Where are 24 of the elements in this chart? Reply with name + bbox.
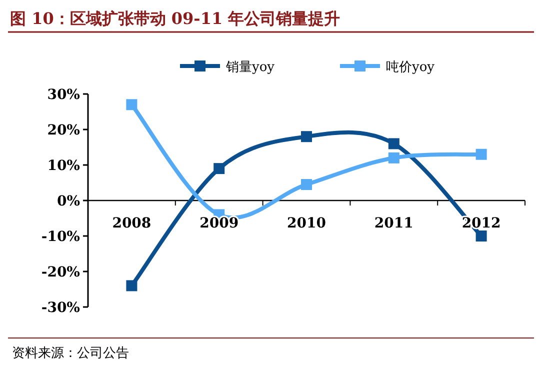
y-tick-label: 20%	[47, 122, 80, 138]
y-tick-label: 10%	[47, 158, 80, 174]
point	[126, 280, 138, 292]
x-tick-label: 2011	[374, 216, 414, 232]
legend-label: 销量yoy	[225, 60, 276, 75]
x-tick-label: 2009	[200, 216, 239, 232]
point	[388, 152, 400, 164]
legend-label: 吨价yoy	[386, 60, 436, 75]
y-tick-label: 30%	[47, 87, 80, 103]
annotation: 资料来源：公司公告	[12, 346, 129, 361]
title: 图 10：区域扩张带动 09-11 年公司销量提升	[10, 9, 340, 28]
y-tick-label: 0%	[56, 194, 80, 210]
y-tick-label: -20%	[41, 264, 80, 280]
x-tick-label: 2008	[112, 216, 152, 232]
point	[476, 230, 487, 242]
point	[301, 131, 312, 142]
point	[301, 179, 312, 190]
point	[214, 163, 225, 174]
y-tick-label: -10%	[41, 229, 80, 245]
y-tick-label: -30%	[41, 300, 80, 316]
point	[126, 99, 138, 110]
point	[476, 148, 487, 160]
x-tick-label: 2010	[287, 216, 326, 232]
point	[388, 138, 400, 150]
